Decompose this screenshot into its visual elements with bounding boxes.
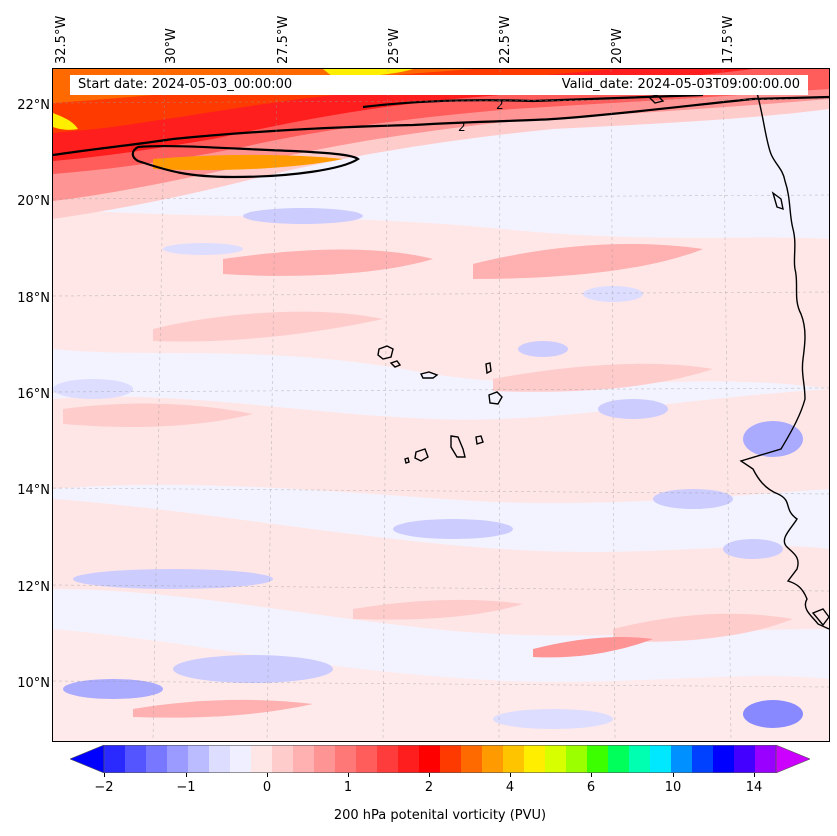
colorbar-segment [734,745,756,773]
colorbar-segment [251,745,273,773]
start-date-text: Start date: 2024-05-03_00:00:00 [78,77,293,92]
colorbar-segment [335,745,357,773]
island-santo-antao [377,345,394,360]
colorbar-segment [188,745,210,773]
cb-tickmark-10 [673,773,674,777]
cb-tick-4: 4 [505,780,515,795]
map-panel: 2 2 [52,68,830,742]
cb-tick-10: 10 [664,780,682,795]
pv-2-contours [53,93,829,179]
colorbar-segment [167,745,189,773]
cb-tick-neg1: −1 [176,780,196,795]
colorbar-segment [419,745,441,773]
colorbar-segment [713,745,735,773]
cb-tickmark-1 [348,773,349,777]
weak-negative-pv-areas [53,208,803,729]
lon-label-17-5w: 17.5°W [721,15,736,64]
island-boa-vista [488,391,503,405]
colorbar-segment [125,745,147,773]
colorbar-strip [69,744,811,774]
lon-label-20w: 20°W [610,28,625,64]
colorbar-segment [272,745,294,773]
colorbar-segment [566,745,588,773]
lat-label-14n: 14°N [17,483,50,498]
colorbar-extend-high [775,744,811,774]
colorbar-segment [608,745,630,773]
colorbar-segment [755,745,777,773]
island-maio [475,435,484,445]
colorbar-segment [671,745,693,773]
colorbar-segment [524,745,546,773]
colorbar-segment [650,745,672,773]
cabo-verde-islands [377,345,503,464]
colorbar-segment [356,745,378,773]
colorbar-segment [692,745,714,773]
island-santiago [450,435,466,458]
island-sao-vicente [389,360,402,368]
lon-label-22-5w: 22.5°W [498,15,513,64]
cb-tickmark-0 [267,773,268,777]
lat-label-16n: 16°N [17,387,50,402]
colorbar [69,744,811,774]
cb-tick-neg2: −2 [94,780,114,795]
valid-date-text: Valid_date: 2024-05-03T09:00:00.00 [561,77,800,92]
island-sal [485,362,492,375]
colorbar-segment [482,745,504,773]
cb-tickmark-neg1 [186,773,187,777]
colorbar-segment [545,745,567,773]
run-info-box: Start date: 2024-05-03_00:00:00 Valid_da… [70,75,808,95]
pv-2-contour-upper [362,93,704,109]
cb-tick-1: 1 [343,780,353,795]
colorbar-segment [503,745,525,773]
pv-field-map: 2 2 [53,69,829,741]
lon-label-27-5w: 27.5°W [276,15,291,64]
cb-tickmark-neg2 [104,773,105,777]
moderate-positive-pv-streaks [63,244,793,718]
lat-label-22n: 22°N [17,98,50,113]
colorbar-border [103,745,777,773]
colorbar-segment [146,745,168,773]
lon-label-25w: 25°W [387,28,402,64]
cb-tick-6: 6 [586,780,596,795]
pv-2-contour-loop [131,144,360,179]
colorbar-segment [209,745,231,773]
colorbar-label: 200 hPa potenital vorticity (PVU) [333,808,547,823]
lat-label-10n: 10°N [17,676,50,691]
colorbar-segment [377,745,399,773]
cb-tickmark-6 [591,773,592,777]
colorbar-segment [629,745,651,773]
lat-label-12n: 12°N [17,580,50,595]
cb-tickmark-4 [510,773,511,777]
cb-tickmark-14 [754,773,755,777]
island-sao-nicolau [419,371,439,379]
colorbar-segment [587,745,609,773]
graticule [53,69,829,741]
colorbar-segment [398,745,420,773]
colorbar-extend-low [69,744,105,774]
pv-2-contour-outer [53,95,829,157]
contour-label-2: 2 [458,120,466,134]
african-coastline [647,78,829,630]
colorbar-segment [230,745,252,773]
cb-tick-14: 14 [745,780,763,795]
colorbar-segment [293,745,315,773]
lon-label-32-5w: 32.5°W [54,15,69,64]
colorbar-segment [440,745,462,773]
lat-label-20n: 20°N [17,194,50,209]
colorbar-segment [314,745,336,773]
lon-label-30w: 30°W [164,28,179,64]
cb-tick-0: 0 [262,780,272,795]
cb-tickmark-2 [429,773,430,777]
colorbar-segment [461,745,483,773]
lat-label-18n: 18°N [17,291,50,306]
island-fogo [414,448,429,462]
island-brava [404,457,410,464]
colorbar-segment [104,745,126,773]
cb-tick-2: 2 [424,780,434,795]
